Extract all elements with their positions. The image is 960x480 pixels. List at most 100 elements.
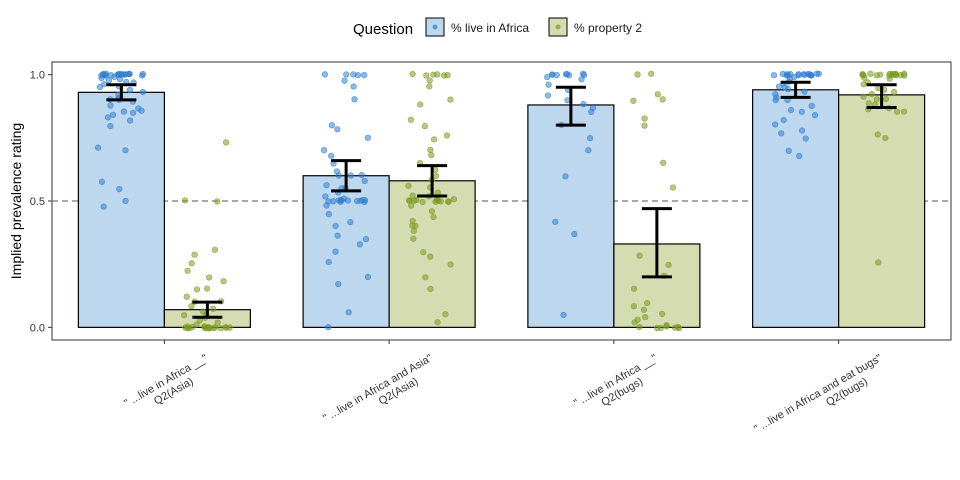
data-point <box>636 252 643 259</box>
data-point <box>447 96 454 103</box>
data-point <box>98 74 105 82</box>
data-point <box>787 106 795 114</box>
data-point <box>184 267 191 274</box>
data-point <box>778 130 785 137</box>
bar <box>77 91 165 328</box>
data-point <box>796 152 803 160</box>
data-point <box>341 77 348 84</box>
data-point <box>139 70 147 78</box>
data-point <box>785 147 792 154</box>
data-point <box>344 197 351 204</box>
data-point <box>434 71 441 78</box>
data-point <box>571 230 578 238</box>
data-point <box>428 152 435 159</box>
data-point <box>580 101 587 108</box>
data-point <box>900 108 908 115</box>
data-point <box>203 285 211 292</box>
data-point <box>193 286 201 293</box>
data-point <box>437 198 444 205</box>
data-point <box>181 312 188 319</box>
data-point <box>663 323 670 330</box>
data-point <box>334 126 341 133</box>
data-point <box>361 177 368 185</box>
data-point <box>562 71 570 78</box>
data-point <box>861 74 868 81</box>
y-axis-title: Implied prevalence rating <box>8 123 24 279</box>
y-tick-label: 1.0 <box>30 70 45 82</box>
legend-title: Question <box>353 21 413 38</box>
data-point <box>129 109 137 116</box>
data-point <box>420 249 427 256</box>
data-point <box>799 127 806 134</box>
data-point <box>630 285 638 292</box>
data-point <box>354 72 362 79</box>
data-point <box>445 198 452 205</box>
data-point <box>428 208 436 215</box>
data-point <box>94 144 102 151</box>
data-point <box>201 323 208 330</box>
data-point <box>772 97 779 104</box>
data-point <box>648 70 655 77</box>
data-point <box>675 325 683 332</box>
data-point <box>434 319 441 326</box>
legend-label: % live in Africa <box>451 21 529 35</box>
data-point <box>357 197 364 204</box>
data-point <box>780 116 787 124</box>
data-point <box>562 173 569 180</box>
data-point <box>644 299 651 307</box>
data-point <box>419 198 426 205</box>
data-point <box>660 159 667 166</box>
data-point <box>364 134 371 141</box>
bar <box>752 89 840 328</box>
data-point <box>330 198 337 205</box>
data-point <box>321 147 328 154</box>
data-point <box>410 235 417 242</box>
data-point <box>775 83 783 90</box>
data-point <box>364 273 372 281</box>
data-point <box>98 178 106 185</box>
data-point <box>334 232 341 239</box>
data-point <box>191 251 198 258</box>
data-point <box>867 70 874 77</box>
data-point <box>361 71 368 79</box>
x-tick-label: " ...live in Africa and eat bugs"Q2(bugs… <box>752 352 890 446</box>
data-point <box>578 76 585 83</box>
data-point <box>411 197 418 204</box>
data-point <box>421 123 428 130</box>
data-point <box>408 202 415 209</box>
data-point <box>630 303 637 310</box>
data-point <box>770 72 778 79</box>
data-point <box>210 305 217 312</box>
data-point <box>669 184 677 191</box>
data-point <box>427 285 434 293</box>
data-point <box>139 88 147 96</box>
data-point <box>544 92 552 99</box>
data-point <box>410 227 417 235</box>
data-point <box>407 116 414 123</box>
y-tick-label: 0.5 <box>30 196 45 208</box>
data-point <box>220 278 227 285</box>
data-point <box>107 122 114 130</box>
data-point <box>426 83 433 90</box>
data-point <box>815 70 822 77</box>
data-point <box>798 108 805 115</box>
data-point <box>630 97 637 104</box>
data-point <box>332 222 339 230</box>
data-point <box>120 108 128 115</box>
data-point <box>579 70 587 77</box>
data-point <box>893 108 901 115</box>
legend-key-point <box>432 24 438 30</box>
data-point <box>347 219 354 226</box>
data-point <box>321 71 329 78</box>
data-point <box>188 303 195 310</box>
data-point <box>105 77 113 84</box>
data-point <box>631 319 638 326</box>
legend-key-point <box>555 24 561 30</box>
data-point <box>183 293 190 300</box>
data-point <box>801 71 808 78</box>
data-point <box>322 193 329 200</box>
data-point <box>586 135 594 142</box>
data-point <box>860 93 867 100</box>
data-point <box>784 85 792 93</box>
data-point <box>126 71 133 78</box>
